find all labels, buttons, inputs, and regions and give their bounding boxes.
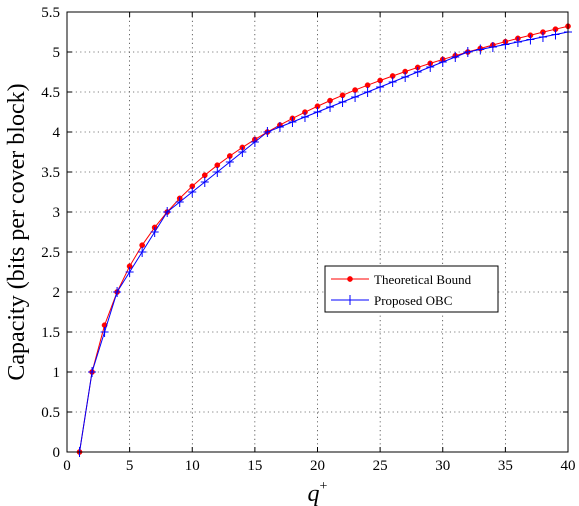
legend-marker-theoretical-bound — [347, 276, 353, 282]
data-point-proposed-obc — [250, 137, 259, 147]
legend-marker-proposed-obc — [346, 295, 354, 305]
data-point-proposed-obc — [413, 67, 422, 77]
data-point-proposed-obc — [200, 177, 209, 187]
y-tick-label: 5 — [53, 45, 61, 61]
data-point-proposed-obc — [363, 87, 372, 97]
x-tick-label: 15 — [247, 458, 262, 474]
data-point-proposed-obc — [388, 77, 397, 87]
data-point-proposed-obc — [150, 227, 159, 237]
data-point-proposed-obc — [501, 39, 510, 50]
data-point-proposed-obc — [438, 57, 447, 67]
data-point-proposed-obc — [175, 197, 184, 207]
y-tick-label: 1.5 — [41, 325, 60, 341]
data-point-proposed-obc — [538, 32, 547, 42]
data-point-proposed-obc — [125, 267, 134, 277]
x-tick-label: 5 — [126, 458, 134, 474]
data-point-proposed-obc — [188, 187, 197, 197]
x-tick-label: 30 — [435, 458, 450, 474]
data-point-proposed-obc — [326, 102, 335, 112]
y-tick-label: 5.5 — [41, 5, 60, 21]
x-axis-label-superscript: + — [320, 479, 328, 494]
data-point-proposed-obc — [463, 47, 472, 57]
data-point-proposed-obc — [401, 72, 410, 82]
y-tick-label: 2 — [53, 285, 61, 301]
legend-label-theoretical-bound: Theoretical Bound — [374, 272, 472, 287]
data-point-proposed-obc — [238, 147, 247, 157]
data-point-proposed-obc — [263, 127, 272, 137]
data-point-proposed-obc — [488, 42, 497, 52]
x-tick-label: 40 — [561, 458, 576, 474]
grid — [67, 12, 568, 452]
x-tick-label: 25 — [373, 458, 388, 474]
legend-box — [324, 265, 499, 313]
data-point-proposed-obc — [113, 287, 122, 297]
data-point-proposed-obc — [100, 327, 109, 337]
legend-entries: Theoretical Bound Proposed OBC — [331, 272, 472, 308]
data-point-proposed-obc — [526, 34, 535, 45]
tick-labels: 0 5 10 15 20 25 30 35 40 0 0.5 1 1.5 2 2.5 3 3.5 4 4.5 5 5.5 — [41, 5, 575, 474]
y-tick-label: 3 — [53, 205, 61, 221]
y-tick-label: 3.5 — [41, 165, 60, 181]
x-tick-label: 10 — [185, 458, 200, 474]
x-axis-label-main: q — [308, 481, 320, 506]
data-point-proposed-obc — [213, 167, 222, 177]
legend-label-proposed-obc: Proposed OBC — [374, 293, 452, 308]
x-axis-label: q+ — [308, 479, 328, 506]
data-point-proposed-obc — [338, 97, 347, 107]
data-point-proposed-obc — [551, 29, 560, 40]
y-tick-label: 2.5 — [41, 245, 60, 261]
data-point-proposed-obc — [163, 207, 172, 217]
y-tick-label: 1 — [53, 365, 61, 381]
ticks — [66, 11, 569, 453]
y-tick-label: 4 — [53, 125, 61, 141]
data-point-proposed-obc — [300, 112, 309, 122]
data-point-theoretical-bound — [352, 87, 358, 93]
x-tick-label: 35 — [498, 458, 513, 474]
data-point-proposed-obc — [426, 62, 435, 72]
data-point-proposed-obc — [351, 92, 360, 102]
y-tick-label: 0 — [53, 445, 61, 461]
data-point-proposed-obc — [451, 52, 460, 62]
series-line-theoretical-bound — [79, 25, 569, 453]
data-point-proposed-obc — [376, 82, 385, 92]
data-point-proposed-obc — [476, 44, 485, 55]
data-point-proposed-obc — [513, 37, 522, 47]
data-point-proposed-obc — [313, 107, 322, 117]
legend-entry-proposed-obc: Proposed OBC — [331, 293, 452, 308]
x-tick-label: 20 — [310, 458, 325, 474]
y-axis-label: Capacity (bits per cover block) — [4, 83, 30, 380]
data-point-proposed-obc — [288, 117, 297, 127]
data-point-proposed-obc — [225, 157, 234, 167]
y-tick-label: 0.5 — [41, 405, 60, 421]
data-point-proposed-obc — [138, 247, 147, 257]
x-tick-label: 0 — [63, 458, 71, 474]
series-layer — [75, 23, 572, 457]
data-point-proposed-obc — [275, 122, 284, 132]
series-proposed-obc — [75, 27, 572, 457]
legend-entry-theoretical-bound: Theoretical Bound — [331, 272, 472, 287]
y-tick-label: 4.5 — [41, 85, 60, 101]
series-line-proposed-obc — [79, 31, 569, 453]
data-point-proposed-obc — [88, 367, 97, 377]
legend: Theoretical Bound Proposed OBC — [324, 265, 499, 313]
